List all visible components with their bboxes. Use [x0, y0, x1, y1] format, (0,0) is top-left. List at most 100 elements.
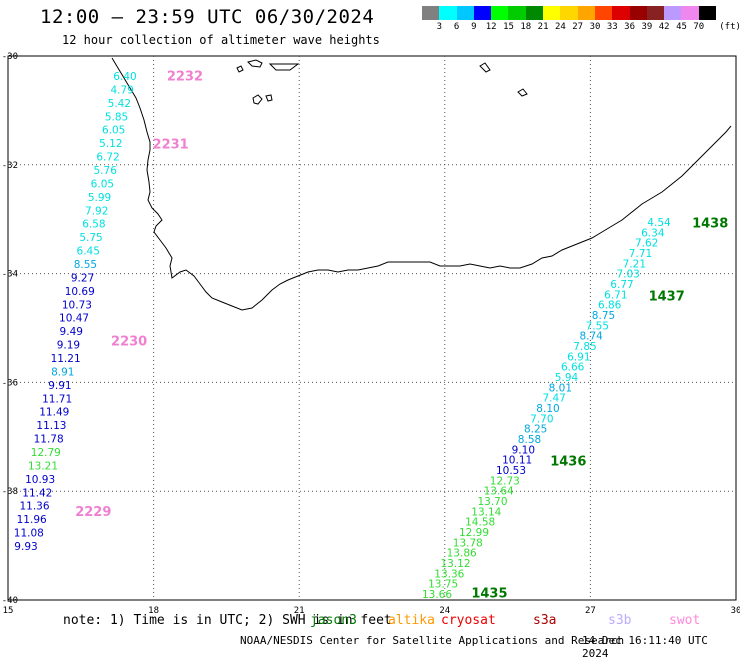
swh-value-label: 8.58: [518, 434, 541, 446]
satellite-key-swot: swot: [669, 613, 701, 628]
swh-value-label: 10.47: [59, 313, 89, 325]
swh-value-label: 10.93: [25, 474, 55, 486]
swh-value-label: 12.99: [459, 527, 489, 539]
lon-tick-label: 24: [439, 606, 450, 616]
legend-tick-label: 36: [624, 22, 636, 32]
legend-labels: 3 6 9 12 15 18 21 24 27 30 33 36 39 42 45 70 (ft): [422, 20, 740, 34]
legend-tick-label: 39: [641, 22, 653, 32]
swh-value-label: 10.73: [62, 299, 92, 311]
legend-tick-label: 24: [554, 22, 566, 32]
swh-value-label: 13.86: [447, 548, 477, 560]
satellite-key-cryosat: cryosat: [441, 613, 496, 628]
swh-value-label: 13.21: [28, 460, 58, 472]
legend-swatch: [646, 6, 665, 20]
pass-time-label: 2231: [153, 138, 189, 153]
swh-value-label: 8.55: [74, 259, 97, 271]
swh-value-label: 7.21: [623, 258, 646, 270]
swh-value-label: 6.05: [102, 125, 125, 137]
legend-swatch: [508, 6, 526, 20]
plot-frame: [7, 55, 737, 601]
lat-tick-label: -32: [2, 161, 18, 171]
swh-value-label: 11.49: [39, 407, 69, 419]
legend-tick-label: 15: [503, 22, 514, 32]
swh-value-label: 7.47: [542, 393, 565, 405]
satellite-key-altika: altika: [388, 613, 435, 628]
legend-swatch: [577, 6, 595, 20]
swh-value-label: 7.71: [629, 248, 652, 260]
swh-value-label: 7.85: [573, 341, 596, 353]
swh-value-label: 8.25: [524, 424, 547, 436]
legend-swatch: [422, 6, 440, 20]
legend-tick-label: 30: [589, 22, 601, 32]
swh-value-label: 9.49: [60, 326, 83, 338]
lat-tick-label: -38: [2, 487, 18, 497]
swh-value-label: 9.93: [14, 541, 37, 553]
swh-value-label: 11.13: [36, 420, 66, 432]
swh-value-label: 5.94: [555, 372, 579, 384]
legend-tick-label: 27: [572, 22, 584, 32]
legend-tick-label: 33: [606, 22, 618, 32]
offshore-islands: [236, 59, 528, 105]
swh-value-label: 13.12: [440, 558, 470, 570]
swh-value-label: 5.76: [94, 165, 118, 177]
legend-unit-label: (ft): [719, 22, 740, 32]
swh-value-label: 11.21: [51, 353, 81, 365]
swh-value-label: 7.55: [586, 320, 609, 332]
swh-value-label: 12.79: [31, 447, 61, 459]
legend-swatch: [681, 6, 699, 20]
swh-value-label: 6.45: [77, 246, 100, 258]
swh-value-label: 9.91: [48, 380, 71, 392]
swh-value-label: 13.78: [453, 537, 483, 549]
pass-time-label: 1435: [471, 586, 507, 601]
satellite-key-s3a: s3a: [533, 613, 557, 628]
axis-labels: 15 18 21 24 27 30 -30 -32 -34 -36 -38 -40: [2, 52, 740, 616]
legend-tick-label: 45: [676, 22, 687, 32]
lat-tick-label: -30: [2, 52, 18, 62]
swh-value-label: 8.91: [51, 366, 74, 378]
swh-value-label: 13.64: [484, 486, 514, 498]
swh-value-label: 5.75: [79, 232, 102, 244]
credit-line: NOAA/NESDIS Center for Satellite Applica…: [240, 634, 625, 647]
lat-tick-label: -40: [2, 596, 18, 606]
legend-tick-label: 21: [537, 22, 549, 32]
generated-timestamp: 14 Dec 16:11:40 UTC 2024: [582, 634, 708, 660]
lon-tick-label: 27: [585, 606, 596, 616]
swh-value-label: 13.70: [477, 496, 507, 508]
footer-note: note: 1) Time is in UTC; 2) SWH is in fe…: [63, 613, 392, 628]
legend-tick-label: 70: [693, 22, 705, 32]
swh-value-label: 10.11: [502, 455, 532, 467]
graticule: [8, 56, 736, 600]
swh-value-label: 11.71: [42, 393, 72, 405]
swh-value-label: 12.73: [490, 475, 520, 487]
pass-time-label: 2230: [111, 335, 147, 350]
page-subtitle: 12 hour collection of altimeter wave hei…: [62, 33, 380, 47]
swh-value-label: 8.74: [579, 331, 603, 343]
page-title: 12:00 – 23:59 UTC 06/30/2024: [40, 6, 375, 28]
satellite-key-jason3: jason3: [310, 613, 357, 628]
legend-swatch: [525, 6, 544, 20]
swh-value-label: 11.78: [34, 434, 64, 446]
swh-value-label: 14.58: [465, 517, 495, 529]
swh-value-label: 5.12: [99, 138, 122, 150]
legend-swatch: [560, 6, 578, 20]
legend-tick-label: 3: [436, 22, 443, 32]
legend-swatch: [664, 6, 682, 20]
satellite-key-s3b: s3b: [608, 613, 632, 628]
swh-value-label: 9.19: [57, 340, 80, 352]
pass-time-label: 1436: [550, 454, 586, 469]
swh-value-label: 7.70: [530, 413, 553, 425]
legend-swatch: [491, 6, 509, 20]
lon-tick-label: 21: [294, 606, 305, 616]
lon-tick-label: 15: [3, 606, 14, 616]
lat-tick-label: -36: [2, 378, 18, 388]
legend-swatch: [698, 6, 717, 20]
legend-tick-label: 6: [453, 22, 460, 32]
legend-swatch: [629, 6, 647, 20]
swh-value-label: 7.92: [85, 205, 108, 217]
swh-value-label: 8.75: [592, 310, 615, 322]
swh-value-label: 5.85: [105, 111, 128, 123]
swh-value-label: 13.36: [434, 568, 464, 580]
swh-value-label: 6.86: [598, 300, 622, 312]
swh-value-label: 9.10: [512, 444, 535, 456]
